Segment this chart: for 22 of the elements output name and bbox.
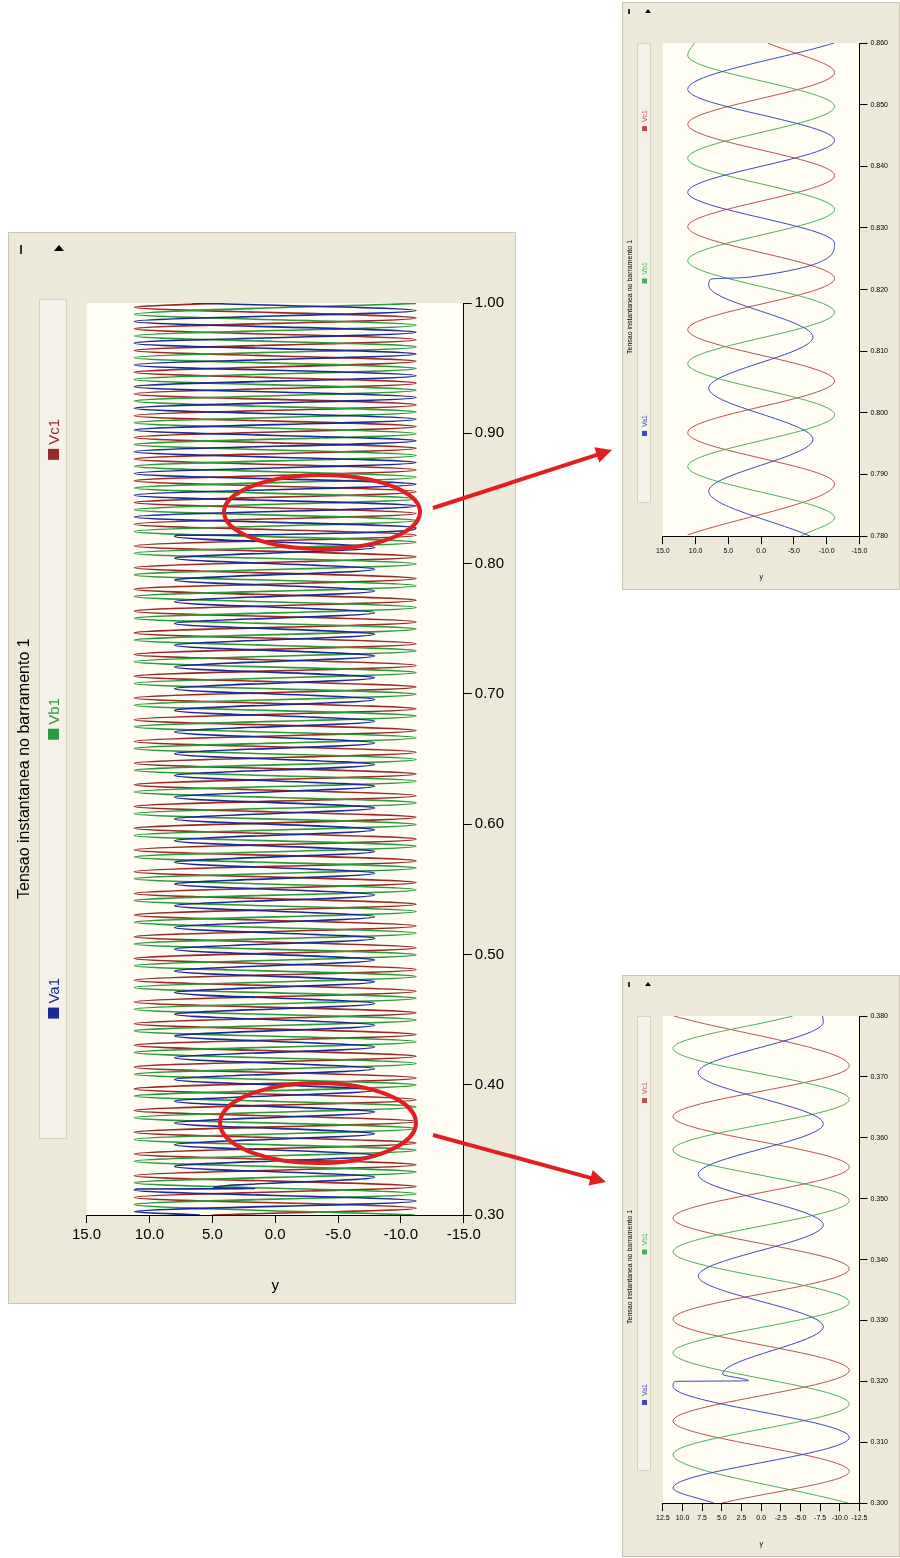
text: Va1 xyxy=(44,978,62,1004)
x-tick-label: 15.0 xyxy=(72,1225,102,1243)
line-series xyxy=(133,303,417,1215)
x-tick-label: 0.0 xyxy=(264,1225,286,1243)
y-tick-label: 0.50 xyxy=(474,944,505,962)
x-tick-label: -15.0 xyxy=(446,1225,481,1243)
text: Vb1 xyxy=(44,698,62,725)
y-tick-label: 0.40 xyxy=(474,1074,505,1092)
y-tick-label: 0.90 xyxy=(474,423,505,441)
y-tick-label: 0.30 xyxy=(474,1205,505,1223)
y-tick-label: 0.60 xyxy=(474,814,505,832)
y-tick-label: 0.70 xyxy=(474,684,505,701)
x-tick-label: 10.0 xyxy=(134,1225,165,1243)
x-tick-label: -5.0 xyxy=(325,1225,351,1243)
line-series xyxy=(672,1016,850,1504)
x-tick-label: -10.0 xyxy=(383,1225,419,1243)
y-tick-label: 0.80 xyxy=(474,553,505,571)
x-axis-title: y xyxy=(271,1276,280,1294)
text: Vc1 xyxy=(44,419,62,445)
y-tick-label: 1.00 xyxy=(474,293,505,311)
x-tick-label: 5.0 xyxy=(201,1225,223,1243)
text: Tensao instantanea no barramento 1 xyxy=(14,637,33,902)
